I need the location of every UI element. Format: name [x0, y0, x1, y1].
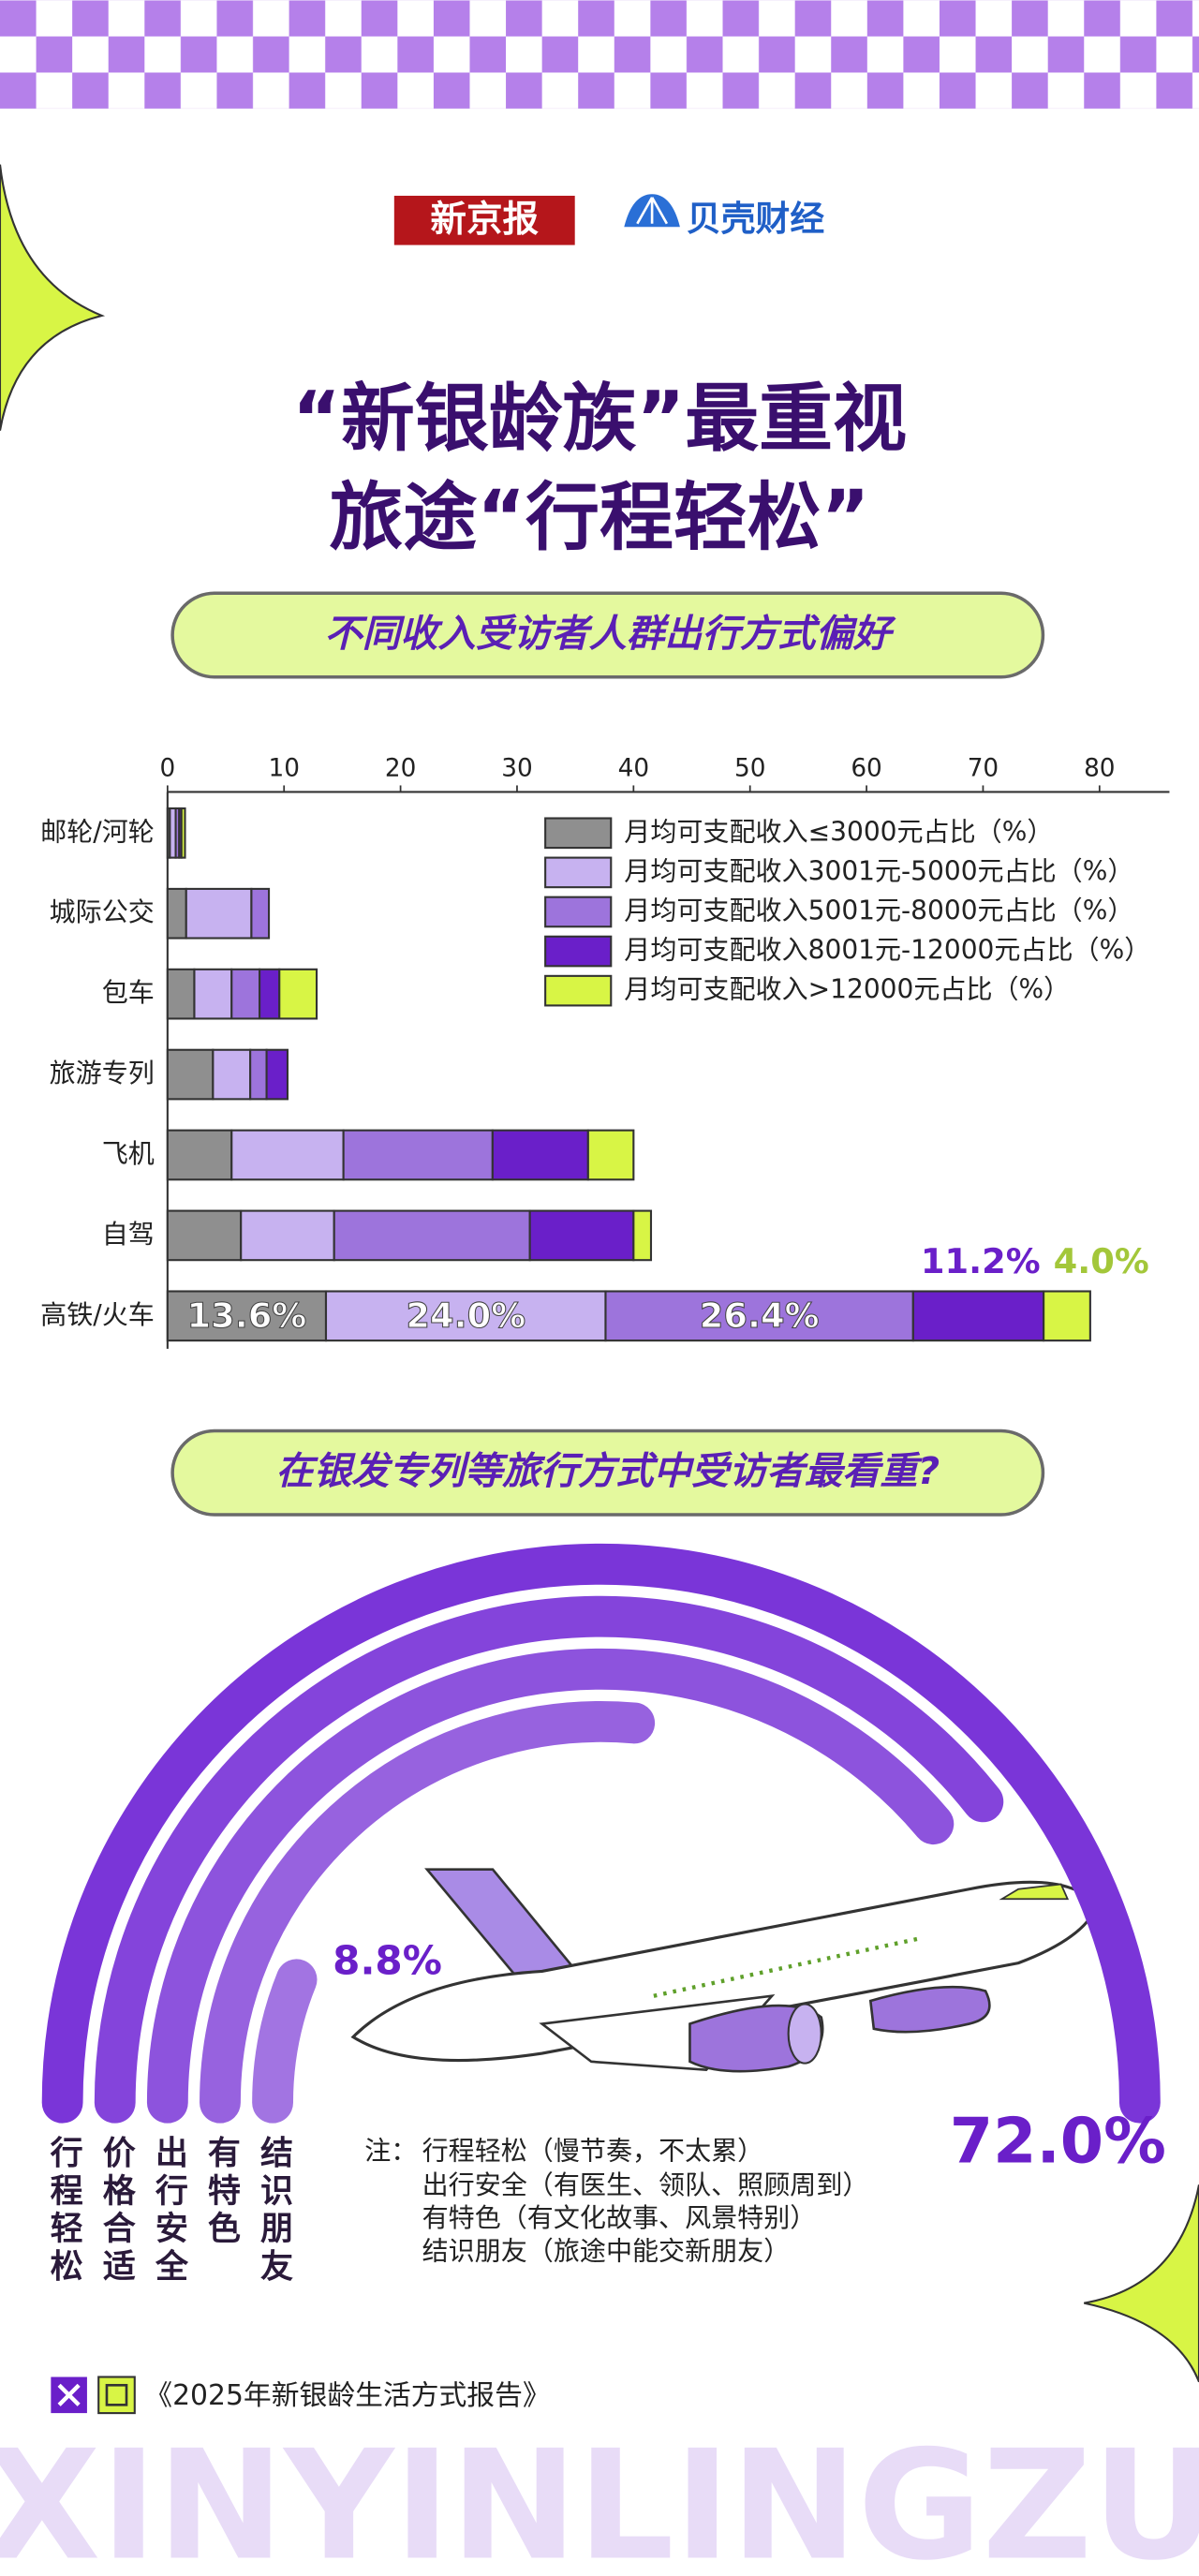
radial-bar [200, 1700, 656, 2124]
logo: 贝壳财经 [687, 199, 824, 239]
legend-swatch [544, 817, 613, 850]
value-label: 8.8% [333, 1937, 442, 1983]
bar-segment [240, 1209, 335, 1262]
bar-segment [166, 1290, 328, 1342]
bar-segment [166, 1129, 233, 1181]
radial-bar [252, 1959, 318, 2124]
y-tick-label: 包车 [102, 977, 155, 1008]
section-pill [170, 1429, 1045, 1517]
radial-bar [41, 1543, 1161, 2124]
bar-segment [230, 1129, 345, 1181]
value-label: 72.0% [950, 2104, 1166, 2177]
legend-label: 月均可支配收入8001元-12000元占比（%） [624, 935, 1150, 966]
bar-segment [1043, 1290, 1091, 1342]
logo-box [393, 195, 575, 245]
section-title: 在银发专列等旅行方式中受访者最看重? [275, 1449, 940, 1493]
lime-corner [1084, 2184, 1199, 2383]
category-label: 结识朋友 [255, 2136, 293, 2287]
footer-wordmark: XINYINLINGZU [0, 2418, 1199, 2576]
checker-band [0, 0, 1199, 110]
category-label: 有特色 [202, 2136, 241, 2249]
bar-segment [180, 807, 186, 859]
y-tick-label: 高铁/火车 [40, 1299, 155, 1330]
radial-chart: 行程轻松 72.0% 价格合适 出行安全 有特色 结识朋友 8.8% [41, 1543, 1166, 2287]
bar-segment [911, 1290, 1045, 1342]
legend-label: 月均可支配收入5001元-8000元占比（%） [624, 895, 1133, 925]
x-tick-label: 20 [385, 754, 416, 782]
x-tick-label: 0 [159, 754, 175, 782]
bar-segment [230, 968, 261, 1020]
bar-segment [166, 1048, 215, 1101]
bar-segment [250, 887, 271, 940]
section-title: 不同收入受访者人群出行方式偏好 [324, 612, 896, 656]
y-tick-label: 飞机 [102, 1138, 155, 1169]
bar-segment [265, 1048, 289, 1101]
logo: 新京报 [430, 199, 539, 241]
bar-segment [528, 1209, 635, 1262]
bar-segment [632, 1209, 653, 1262]
bar-segment [249, 1048, 268, 1101]
x-tick-label: 50 [734, 754, 765, 782]
bar-segment [193, 968, 233, 1020]
y-tick-label: 自驾 [102, 1219, 155, 1250]
bar-segment [166, 887, 187, 940]
bar-segment [333, 1209, 531, 1262]
lime-corner [0, 164, 106, 431]
value-label: 11.2% [921, 1241, 1041, 1281]
value-label: 24.0% [406, 1295, 525, 1336]
value-label: 13.6% [187, 1295, 307, 1336]
section-pill [170, 591, 1045, 679]
note-label: 注： [364, 2135, 417, 2166]
category-label: 出行安全 [150, 2136, 189, 2287]
y-tick-label: 城际公交 [50, 896, 155, 927]
legend-swatch [544, 856, 613, 889]
bar-segment [212, 1048, 252, 1101]
bar-segment [259, 968, 281, 1020]
legend-label: 月均可支配收入>12000元占比（%） [624, 974, 1070, 1005]
source-icons [51, 2376, 136, 2415]
category-label: 行程轻松 [45, 2136, 83, 2287]
airplane-illustration [350, 1868, 1100, 2073]
value-label: 4.0% [1054, 1241, 1149, 1281]
legend-label: 月均可支配收入3001元-5000元占比（%） [624, 855, 1133, 886]
bar-segment [185, 887, 253, 940]
note-line: 行程轻松（慢节奏，不太累） [422, 2135, 764, 2166]
value-label: 26.4% [700, 1295, 820, 1336]
x-tick-label: 40 [618, 754, 649, 782]
note-line: 出行安全（有医生、领队、照顾周到） [422, 2169, 869, 2200]
legend-swatch [544, 896, 613, 928]
legend-label: 月均可支配收入≤3000元占比（%） [624, 816, 1053, 847]
shell-icon [624, 194, 680, 228]
y-tick-label: 邮轮/河轮 [40, 816, 155, 847]
bar-segment [166, 1209, 243, 1262]
legend-swatch [544, 935, 613, 968]
note-line: 结识朋友（旅途中能交新朋友） [422, 2235, 791, 2266]
y-tick-label: 旅游专列 [50, 1058, 155, 1088]
title-line: 旅途“行程轻松” [329, 474, 869, 560]
bar-chart: 0 10 20 30 40 50 60 70 80 邮轮/河轮城际公交包车旅游专列飞机自驾高铁/火… [40, 754, 1170, 1349]
bar-segment [324, 1290, 607, 1342]
bar-segment [491, 1129, 589, 1181]
bar-segment [278, 968, 318, 1020]
x-tick-label: 10 [268, 754, 299, 782]
x-tick-label: 70 [968, 754, 999, 782]
x-tick-label: 80 [1084, 754, 1115, 782]
radial-bar [94, 1595, 1004, 2124]
x-tick-label: 60 [851, 754, 881, 782]
title-line: “新银龄族”最重视 [292, 376, 907, 462]
bar-segment [342, 1129, 494, 1181]
category-label: 价格合适 [97, 2136, 136, 2287]
bar-segment [166, 968, 196, 1020]
source: 《2025年新银龄生活方式报告》 [144, 2379, 550, 2412]
bar-segment [586, 1129, 635, 1181]
note-line: 有特色（有文化故事、风景特别） [422, 2202, 817, 2233]
legend-swatch [544, 974, 613, 1007]
x-tick-label: 30 [501, 754, 532, 782]
radial-bar [146, 1648, 955, 2124]
